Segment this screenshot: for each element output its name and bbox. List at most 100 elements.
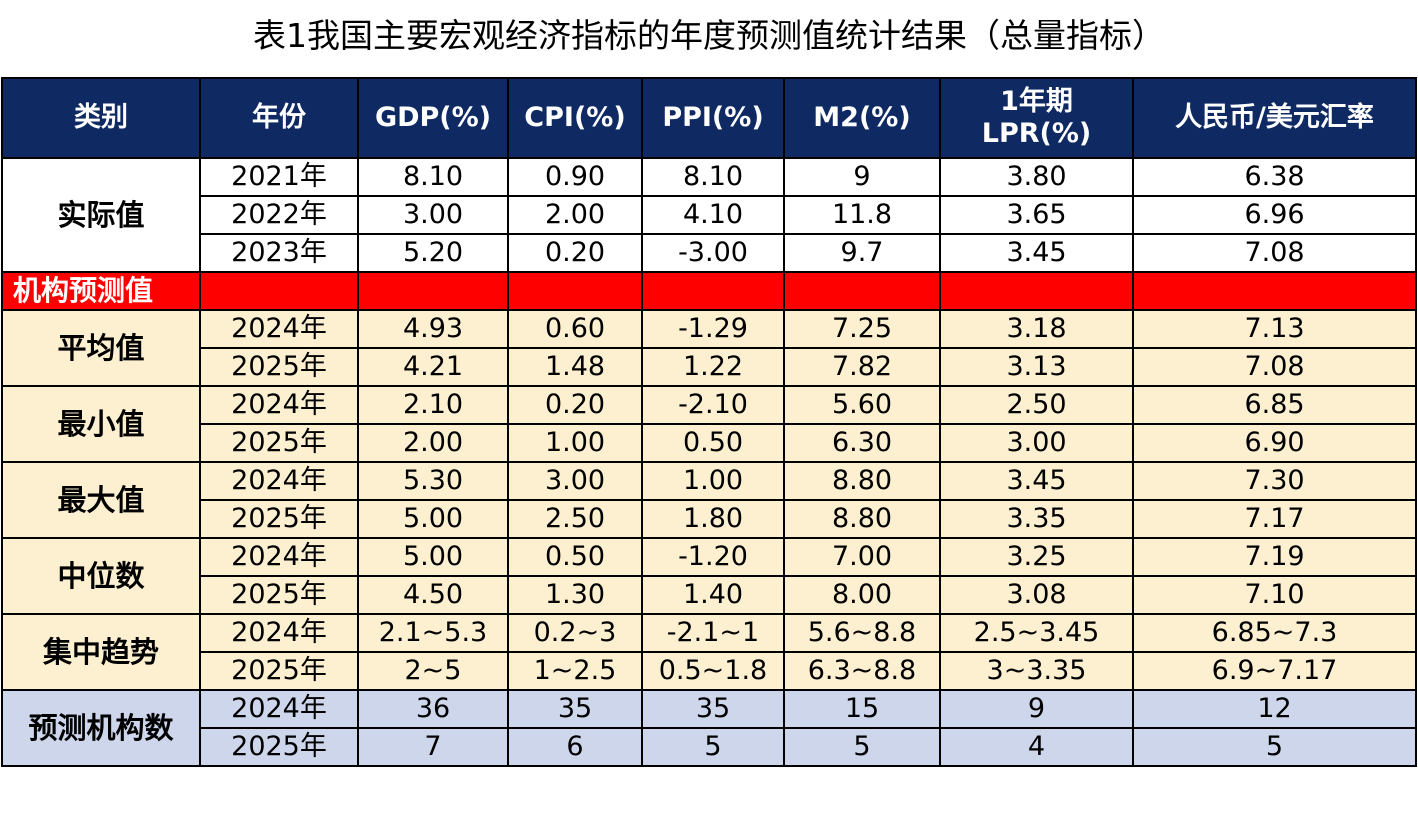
value-cell: -1.29	[641, 309, 785, 349]
value-cell: 1.80	[641, 499, 785, 539]
value-cell: -2.1~1	[641, 613, 785, 653]
banner-cell	[1132, 271, 1417, 311]
value-cell: -1.20	[641, 537, 785, 577]
header-exchange-rate: 人民币/美元汇率	[1132, 77, 1417, 159]
value-cell: 7.25	[783, 309, 941, 349]
value-cell: 3.00	[507, 461, 643, 501]
value-cell: 4	[939, 727, 1134, 767]
table-row: 实际值 2021年 8.10 0.90 8.10 9 3.80 6.38	[1, 157, 1417, 273]
header-year: 年份	[199, 77, 359, 159]
table-row: 平均值 2024年 4.93 0.60 -1.29 7.25 3.18 7.13	[1, 309, 1417, 387]
institution-label: 机构预测值	[1, 271, 201, 311]
value-cell: -2.10	[641, 385, 785, 425]
year-cell: 2025年	[199, 575, 359, 615]
value-cell: 7.19	[1132, 537, 1417, 577]
year-cell: 2025年	[199, 651, 359, 691]
table-row: 2025年 2.00 1.00 0.50 6.30 3.00 6.90	[2, 423, 1417, 463]
value-cell: 0.50	[641, 423, 785, 463]
value-cell: 35	[641, 689, 785, 729]
table-row: 最大值 2024年 5.30 3.00 1.00 8.80 3.45 7.30	[1, 461, 1417, 539]
category-group: 最小值	[1, 385, 201, 463]
value-cell: 7.82	[783, 347, 941, 387]
value-cell: 6.38	[1132, 157, 1417, 197]
header-row: 类别 年份 GDP(%) CPI(%) PPI(%) M2(%) 1年期 LPR(…	[1, 77, 1417, 159]
value-cell: 2.1~5.3	[357, 613, 509, 653]
value-cell: 5.6~8.8	[783, 613, 941, 653]
value-cell: 35	[507, 689, 643, 729]
category-group: 集中趋势	[1, 613, 201, 691]
year-cell: 2025年	[199, 499, 359, 539]
value-cell: 6.9~7.17	[1132, 651, 1417, 691]
value-cell: 12	[1132, 689, 1417, 729]
value-cell: 9	[783, 157, 941, 197]
value-cell: 7.17	[1132, 499, 1417, 539]
value-cell: 3.80	[939, 157, 1134, 197]
banner-cell	[783, 271, 941, 311]
value-cell: 1.40	[641, 575, 785, 615]
value-cell: 2.5~3.45	[939, 613, 1134, 653]
value-cell: 6.3~8.8	[783, 651, 941, 691]
value-cell: 6.30	[783, 423, 941, 463]
value-cell: 6.96	[1132, 195, 1417, 235]
value-cell: 4.93	[357, 309, 509, 349]
value-cell: 6.85~7.3	[1132, 613, 1417, 653]
value-cell: 2.00	[507, 195, 643, 235]
value-cell: 0.5~1.8	[641, 651, 785, 691]
banner-cell	[939, 271, 1134, 311]
value-cell: 2~5	[357, 651, 509, 691]
year-cell: 2024年	[199, 537, 359, 577]
value-cell: 0.2~3	[507, 613, 643, 653]
value-cell: 9	[939, 689, 1134, 729]
category-group: 中位数	[1, 537, 201, 615]
year-cell: 2024年	[199, 461, 359, 501]
value-cell: -3.00	[641, 233, 785, 273]
value-cell: 4.10	[641, 195, 785, 235]
value-cell: 7.13	[1132, 309, 1417, 349]
header-gdp: GDP(%)	[357, 77, 509, 159]
value-cell: 5.00	[357, 537, 509, 577]
value-cell: 1.48	[507, 347, 643, 387]
value-cell: 0.60	[507, 309, 643, 349]
value-cell: 5.60	[783, 385, 941, 425]
value-cell: 6.90	[1132, 423, 1417, 463]
value-cell: 2.50	[939, 385, 1134, 425]
header-cpi: CPI(%)	[507, 77, 643, 159]
value-cell: 5.20	[357, 233, 509, 273]
value-cell: 3.45	[939, 233, 1134, 273]
table-row: 2025年 4.50 1.30 1.40 8.00 3.08 7.10	[2, 575, 1417, 615]
category-group: 平均值	[1, 309, 201, 387]
value-cell: 8.80	[783, 499, 941, 539]
table-row: 2025年 5.00 2.50 1.80 8.80 3.35 7.17	[2, 499, 1417, 539]
table-row: 预测机构数 2024年 36 35 35 15 9 12	[1, 689, 1417, 767]
value-cell: 5	[783, 727, 941, 767]
value-cell: 3.00	[357, 195, 509, 235]
year-cell: 2024年	[199, 385, 359, 425]
value-cell: 1.22	[641, 347, 785, 387]
category-count: 预测机构数	[1, 689, 201, 767]
header-category: 类别	[1, 77, 201, 159]
value-cell: 3.45	[939, 461, 1134, 501]
value-cell: 4.21	[357, 347, 509, 387]
year-cell: 2024年	[199, 613, 359, 653]
value-cell: 2.10	[357, 385, 509, 425]
year-cell: 2021年	[199, 157, 359, 197]
value-cell: 8.10	[357, 157, 509, 197]
institution-banner-row: 机构预测值	[1, 271, 1417, 311]
category-group: 最大值	[1, 461, 201, 539]
value-cell: 6.85	[1132, 385, 1417, 425]
value-cell: 9.7	[783, 233, 941, 273]
year-cell: 2025年	[199, 347, 359, 387]
value-cell: 1.00	[507, 423, 643, 463]
value-cell: 3~3.35	[939, 651, 1134, 691]
header-ppi: PPI(%)	[641, 77, 785, 159]
value-cell: 6	[507, 727, 643, 767]
header-lpr: 1年期 LPR(%)	[939, 77, 1134, 159]
table-row: 2022年 3.00 2.00 4.10 11.8 3.65 6.96	[2, 195, 1417, 235]
value-cell: 2.50	[507, 499, 643, 539]
year-cell: 2022年	[199, 195, 359, 235]
value-cell: 3.25	[939, 537, 1134, 577]
value-cell: 8.80	[783, 461, 941, 501]
table-row: 2023年 5.20 0.20 -3.00 9.7 3.45 7.08	[2, 233, 1417, 273]
value-cell: 0.90	[507, 157, 643, 197]
value-cell: 5	[641, 727, 785, 767]
